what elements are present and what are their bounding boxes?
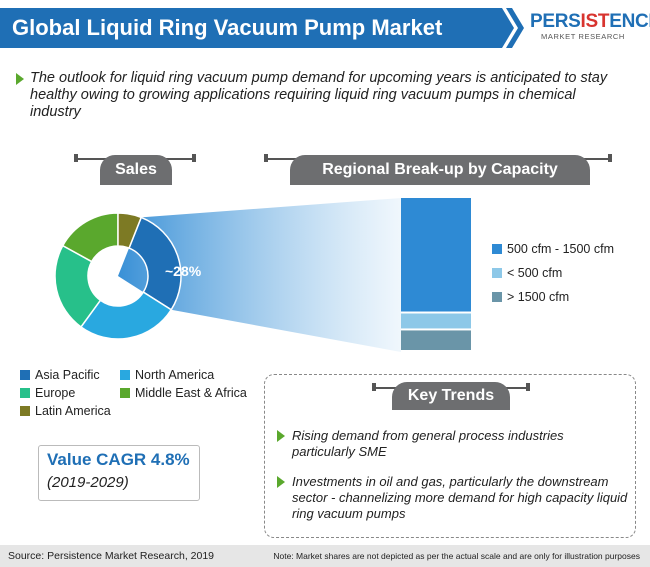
footer-source: Source: Persistence Market Research, 201…	[8, 550, 215, 562]
sales-legend-item: Europe	[20, 386, 75, 400]
legend-swatch	[20, 406, 30, 416]
trends-rule-tick-left	[372, 383, 376, 391]
bullet-icon	[277, 430, 285, 442]
footer-note: Note: Market shares are not depicted as …	[273, 551, 640, 561]
key-trends-box	[264, 374, 636, 538]
legend-swatch	[492, 292, 502, 302]
title-stripes	[492, 8, 524, 48]
sales-legend-item: Asia Pacific	[20, 368, 100, 382]
bullet-icon	[16, 73, 24, 85]
cagr-years: (2019-2029)	[47, 474, 129, 491]
sales-rule-tick-left	[74, 154, 78, 162]
capacity-legend-item: < 500 cfm	[492, 266, 614, 280]
cagr-value: Value CAGR 4.8%	[47, 450, 190, 469]
bullet-icon	[277, 476, 285, 488]
pie-slice-north-america	[79, 291, 173, 340]
capacity-bar-segment-1	[401, 198, 471, 312]
pie-annotation-label: ~28%	[165, 263, 202, 279]
key-trends-heading: Key Trends	[392, 382, 510, 410]
legend-swatch	[120, 388, 130, 398]
capacity-legend-item: 500 cfm - 1500 cfm	[492, 242, 614, 256]
legend-swatch	[20, 388, 30, 398]
capacity-bar-segment-3	[401, 330, 471, 350]
cagr-box: Value CAGR 4.8% (2019-2029)	[38, 445, 200, 501]
regional-rule-tick-left	[264, 154, 268, 162]
footer: Source: Persistence Market Research, 201…	[0, 545, 650, 567]
page-title: Global Liquid Ring Vacuum Pump Market	[0, 8, 492, 48]
logo-text-a: PERS	[530, 11, 581, 32]
legend-label: Latin America	[35, 404, 111, 418]
sales-legend-item: Middle East & Africa	[120, 386, 247, 400]
capacity-legend-item: > 1500 cfm	[492, 290, 614, 304]
capacity-bar-segment-2	[401, 313, 471, 329]
legend-swatch	[492, 244, 502, 254]
legend-label: Asia Pacific	[35, 368, 100, 382]
legend-label: < 500 cfm	[507, 266, 563, 280]
trend-item: Investments in oil and gas, particularly…	[292, 474, 628, 521]
legend-label: Europe	[35, 386, 76, 400]
trends-rule-tick-right	[526, 383, 530, 391]
sales-heading: Sales	[100, 155, 172, 185]
logo-text-b: IST	[580, 11, 610, 32]
regional-heading: Regional Break-up by Capacity	[290, 155, 590, 185]
capacity-legend: 500 cfm - 1500 cfm < 500 cfm > 1500 cfm	[492, 242, 614, 315]
legend-swatch	[492, 268, 502, 278]
legend-swatch	[120, 370, 130, 380]
pie-slice-latin-america	[117, 212, 143, 250]
sales-legend-item: Latin America	[20, 404, 111, 418]
sales-legend-item: North America	[120, 368, 214, 382]
logo-subtitle: MARKET RESEARCH	[541, 32, 625, 41]
intro-text: The outlook for liquid ring vacuum pump …	[30, 70, 608, 120]
logo: PERSISTENCE MARKET RESEARCH	[530, 11, 650, 52]
projection-fan	[118, 198, 401, 352]
sales-rule-tick-right	[192, 154, 196, 162]
pie-slice-asia-pacific	[128, 216, 182, 311]
legend-label: North America	[135, 368, 215, 382]
legend-label: 500 cfm - 1500 cfm	[507, 242, 614, 256]
legend-label: Middle East & Africa	[135, 386, 247, 400]
legend-label: > 1500 cfm	[507, 290, 570, 304]
legend-swatch	[20, 370, 30, 380]
trend-item: Rising demand from general process indus…	[292, 428, 564, 459]
regional-rule-tick-right	[608, 154, 612, 162]
logo-text-c: ENCE	[609, 11, 650, 32]
